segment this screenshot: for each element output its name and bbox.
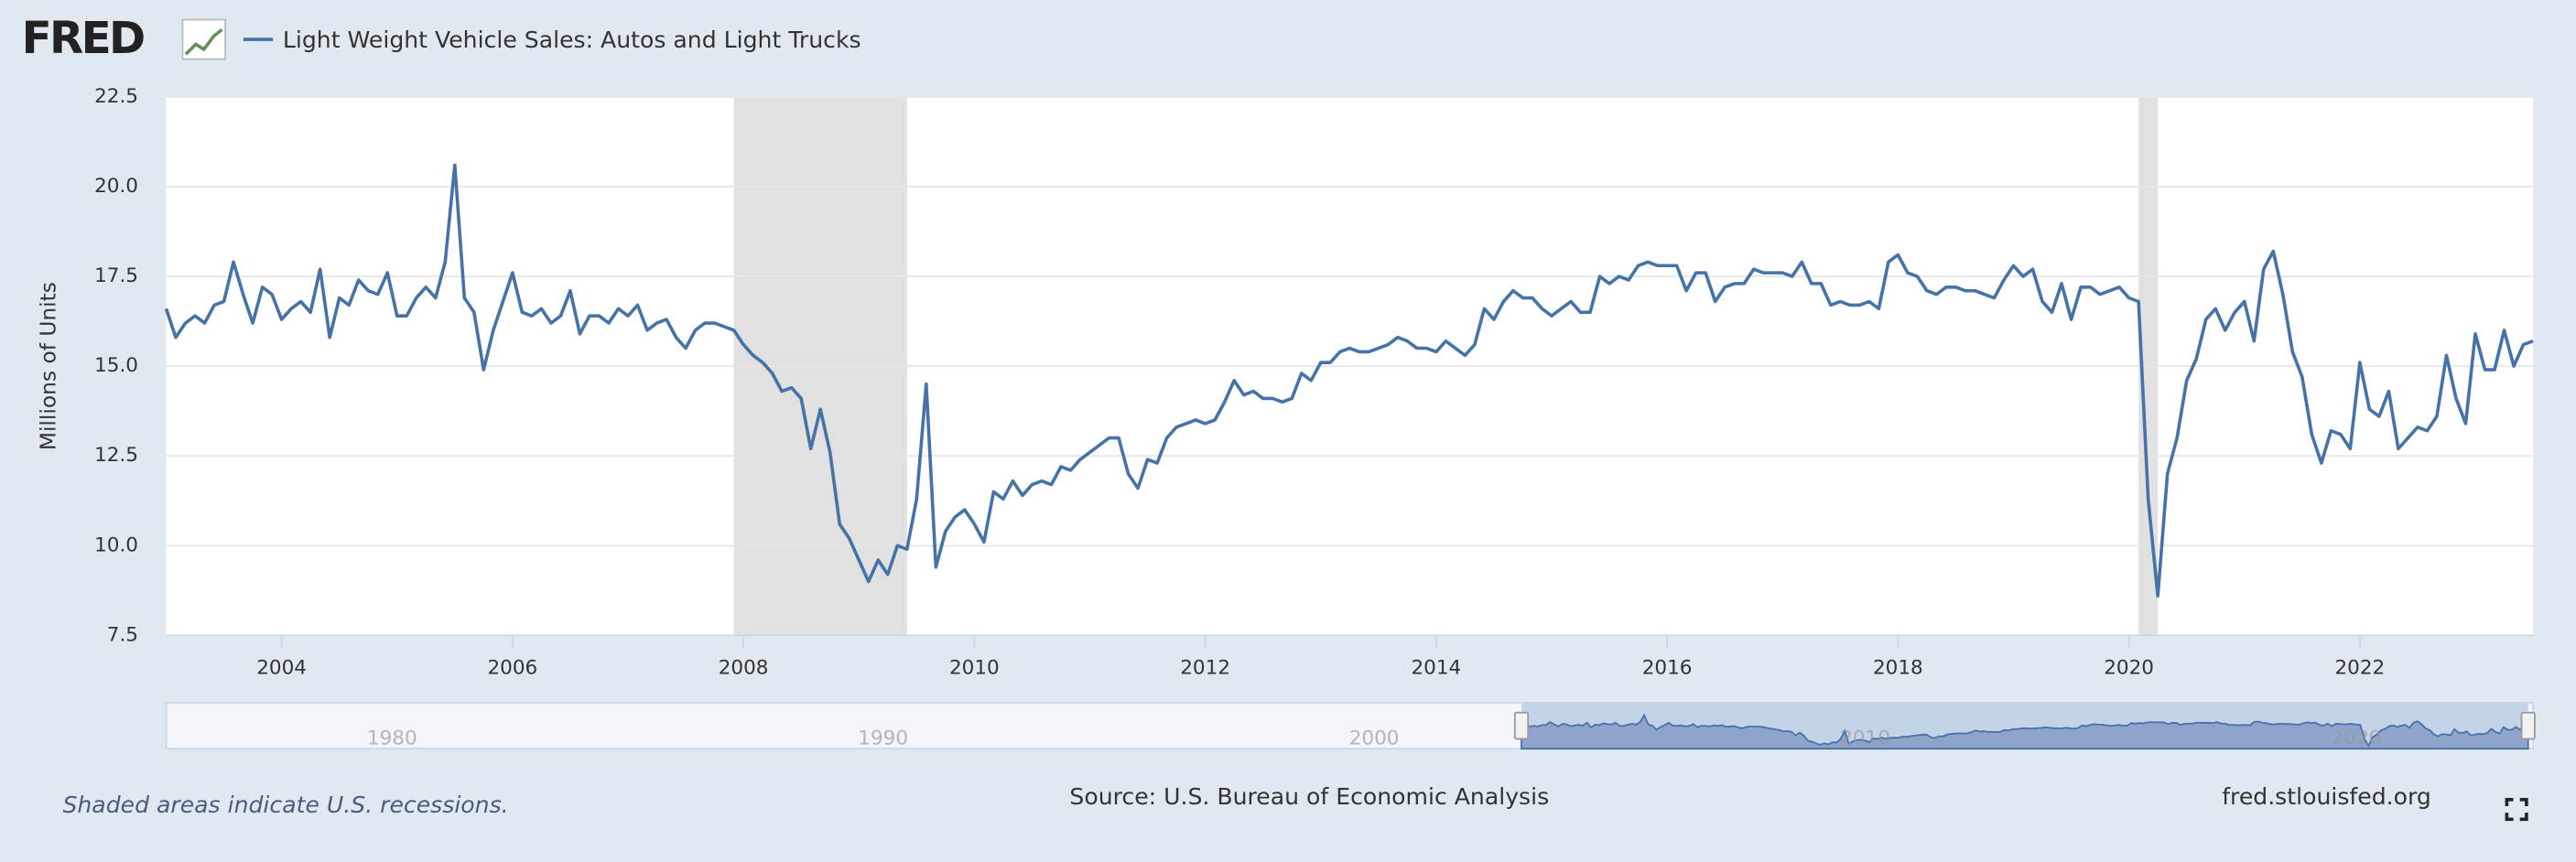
x-tick-label: 2018 <box>1873 656 1923 679</box>
y-tick-label: 17.5 <box>94 264 138 287</box>
source: Source: U.S. Bureau of Economic Analysis <box>1069 783 1549 810</box>
y-axis-label: Millions of Units <box>37 282 61 450</box>
navigator-tick-label: 2020 <box>2332 727 2382 749</box>
fullscreen-button[interactable] <box>2505 798 2528 822</box>
navigator-tick-label: 2000 <box>1349 727 1400 749</box>
recession-note: Shaded areas indicate U.S. recessions. <box>62 792 508 818</box>
x-tick-label: 2016 <box>1642 656 1693 679</box>
y-tick-label: 10.0 <box>94 533 138 556</box>
x-tick-label: 2022 <box>2334 656 2385 679</box>
series-line <box>164 163 2534 598</box>
navigator-handle[interactable] <box>1513 711 1530 740</box>
y-tick-label: 7.5 <box>107 623 138 646</box>
navigator-tick-label: 2010 <box>1840 727 1890 749</box>
x-tick-label: 2014 <box>1411 656 1461 679</box>
navigator-tick-label: 1980 <box>367 727 417 749</box>
x-tick-label: 2004 <box>256 656 307 679</box>
legend-label: Light Weight Vehicle Sales: Autos and Li… <box>283 27 861 53</box>
logo: FRED <box>22 13 144 64</box>
navigator-series <box>1521 713 2529 750</box>
y-tick-label: 12.5 <box>94 444 138 467</box>
y-tick-label: 15.0 <box>94 354 138 377</box>
y-tick-label: 20.0 <box>94 175 138 198</box>
navigator-handle[interactable] <box>2520 711 2536 740</box>
y-tick-label: 22.5 <box>94 85 138 108</box>
x-tick-label: 2010 <box>949 656 1000 679</box>
x-tick-label: 2020 <box>2104 656 2154 679</box>
x-tick-label: 2008 <box>719 656 769 679</box>
x-tick-label: 2006 <box>487 656 537 679</box>
x-tick-label: 2012 <box>1180 656 1230 679</box>
site: fred.stlouisfed.org <box>2222 783 2431 810</box>
navigator-tick-label: 1990 <box>858 727 908 749</box>
logo-icon <box>181 18 226 60</box>
